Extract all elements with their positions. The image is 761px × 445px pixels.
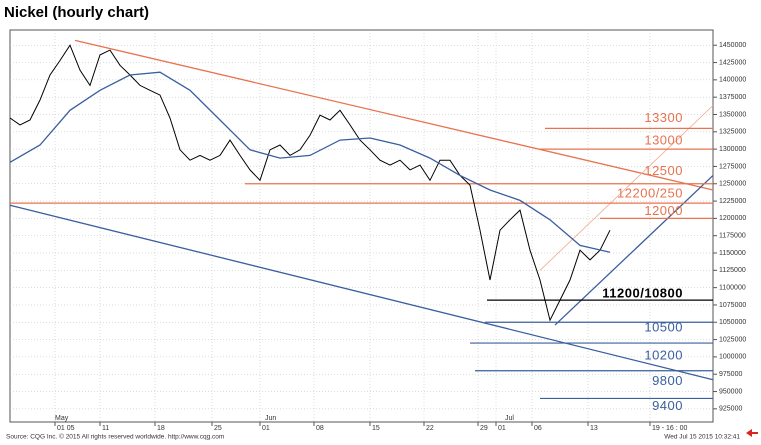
month-label: Jul (505, 415, 514, 422)
y-tick-label: 1200000 (719, 215, 746, 222)
level-label: 11200/10800 (602, 286, 683, 301)
y-tick-label: 1300000 (719, 146, 746, 153)
x-tick-label: 19 - 16 : 00 (652, 425, 688, 432)
scroll-arrow (746, 429, 758, 437)
x-tick-label: 01 (498, 425, 506, 432)
y-tick-label: 1425000 (719, 59, 746, 66)
trendline (9, 204, 714, 381)
y-tick-label: 1125000 (719, 267, 746, 274)
trendline (539, 105, 714, 271)
y-tick-label: 1000000 (719, 354, 746, 361)
x-tick-label: 29 (480, 425, 488, 432)
y-tick-label: 950000 (719, 388, 742, 395)
y-tick-label: 1225000 (719, 198, 746, 205)
source: Source: CQG Inc. © 2015 All rights reser… (6, 433, 224, 441)
y-tick-label: 1375000 (719, 94, 746, 101)
x-tick-label: 15 (372, 425, 380, 432)
y-tick-label: 1175000 (719, 233, 746, 240)
level-label: 12500 (644, 163, 683, 178)
level-label: 13000 (644, 133, 683, 148)
level-label: 9400 (652, 398, 683, 413)
y-tick-label: 925000 (719, 406, 742, 413)
level-label: 10500 (644, 320, 683, 335)
level-label: 10200 (644, 347, 683, 362)
x-tick-label: 08 (316, 425, 324, 432)
x-tick-label: 01 05 (57, 425, 75, 432)
level-label: 13300 (644, 110, 683, 125)
y-tick-label: 1275000 (719, 163, 746, 170)
trendline (74, 39, 714, 191)
series-line (9, 71, 611, 253)
series-line (9, 44, 611, 322)
y-tick-label: 1450000 (719, 42, 746, 49)
x-tick-label: 01 (262, 425, 270, 432)
month-label: May (55, 415, 69, 422)
x-tick-label: 13 (590, 425, 598, 432)
level-label: 9800 (652, 373, 683, 388)
month-label: Jun (265, 415, 276, 422)
level-label: 12200/250 (617, 186, 683, 201)
y-tick-label: 1150000 (719, 250, 746, 257)
timestamp: Wed Jul 15 2015 10:32:41 (664, 434, 740, 441)
x-tick-label: 11 (102, 425, 109, 432)
x-tick-label: 18 (157, 425, 165, 432)
x-tick-label: 25 (214, 425, 222, 432)
chart-title: Nickel (hourly chart) (4, 4, 149, 21)
x-tick-label: 22 (426, 425, 434, 432)
y-tick-label: 1100000 (719, 284, 746, 291)
y-tick-label: 1050000 (719, 319, 746, 326)
y-tick-label: 1350000 (719, 111, 746, 118)
y-tick-label: 1250000 (719, 181, 746, 188)
plot-frame (9, 29, 714, 423)
y-tick-label: 1075000 (719, 302, 746, 309)
y-tick-label: 975000 (719, 371, 742, 378)
x-tick-label: 06 (534, 425, 542, 432)
y-tick-label: 1400000 (719, 77, 746, 84)
level-label: 12000 (644, 203, 683, 218)
y-tick-label: 1325000 (719, 129, 746, 136)
y-tick-label: 1025000 (719, 336, 746, 343)
